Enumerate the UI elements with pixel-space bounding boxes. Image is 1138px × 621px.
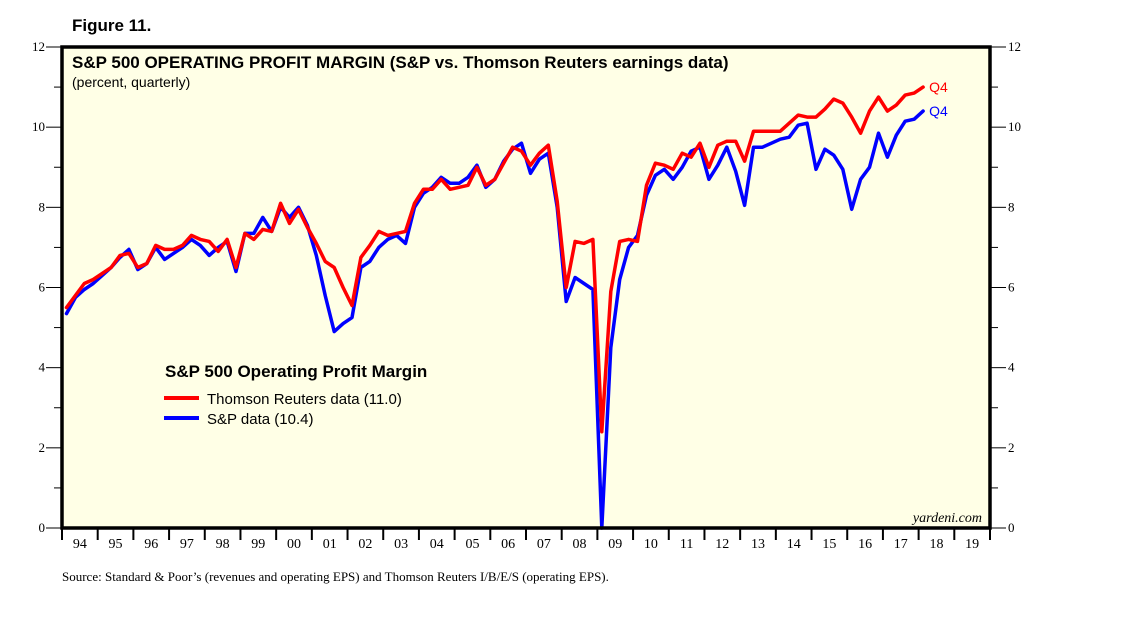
y-tick-label-left: 4 <box>39 360 46 375</box>
x-tick-label: 05 <box>465 537 479 552</box>
x-axis: 94 95 96 97 98 99 00 01 02 03 04 05 06 07 08 09 10 11 12 13… <box>61 528 991 552</box>
y-tick-label-right: 0 <box>1008 520 1015 535</box>
x-tick-label: 16 <box>858 537 872 552</box>
x-tick-label: 99 <box>251 537 265 552</box>
y-axis-left: 0 2 4 6 8 10 12 <box>32 39 62 535</box>
x-tick-label: 06 <box>501 537 515 552</box>
x-tick-label: 04 <box>430 537 444 552</box>
x-tick-label: 11 <box>680 537 693 552</box>
x-tick-label: 96 <box>144 537 158 552</box>
y-tick-label-left: 0 <box>39 520 46 535</box>
y-tick-label-left: 8 <box>39 199 46 214</box>
x-tick-label: 01 <box>323 537 337 552</box>
x-tick-label: 09 <box>608 537 622 552</box>
x-tick-label: 19 <box>965 537 979 552</box>
x-tick-label: 02 <box>358 537 372 552</box>
chart-subtitle: (percent, quarterly) <box>72 74 190 90</box>
y-tick-label-right: 8 <box>1008 199 1015 214</box>
x-tick-label: 95 <box>109 537 123 552</box>
x-tick-label: 08 <box>573 537 587 552</box>
chart-title: S&P 500 OPERATING PROFIT MARGIN (S&P vs.… <box>72 53 729 72</box>
y-tick-label-left: 10 <box>32 119 45 134</box>
x-tick-label: 97 <box>180 537 194 552</box>
x-tick-label: 98 <box>216 537 230 552</box>
source-note: Source: Standard & Poor’s (revenues and … <box>62 569 609 584</box>
end-label-thomson-reuters: Q4 <box>929 79 948 95</box>
x-tick-label: 00 <box>287 537 301 552</box>
x-tick-label: 14 <box>787 537 801 552</box>
x-tick-label: 03 <box>394 537 408 552</box>
y-tick-label-left: 2 <box>39 440 46 455</box>
series-line-thomson-reuters <box>64 85 925 434</box>
x-tick-label: 07 <box>537 537 551 552</box>
x-tick-label: 13 <box>751 537 765 552</box>
y-tick-label-right: 6 <box>1008 280 1015 295</box>
x-tick-label: 10 <box>644 537 658 552</box>
y-tick-label-left: 6 <box>39 280 46 295</box>
series-layer <box>64 85 925 530</box>
legend-title: S&P 500 Operating Profit Margin <box>165 362 427 381</box>
legend-label-sp: S&P data (10.4) <box>207 411 313 428</box>
legend-label-thomson-reuters: Thomson Reuters data (11.0) <box>207 391 402 408</box>
legend: S&P 500 Operating Profit Margin Thomson … <box>164 362 427 428</box>
y-tick-label-right: 2 <box>1008 440 1015 455</box>
y-tick-label-right: 4 <box>1008 360 1015 375</box>
x-tick-label: 12 <box>715 537 729 552</box>
x-tick-label: 17 <box>894 537 908 552</box>
x-tick-label: 18 <box>929 537 943 552</box>
x-tick-label: 94 <box>73 537 87 552</box>
y-axis-right: 0 2 4 6 8 10 12 <box>990 39 1021 535</box>
y-tick-label-left: 12 <box>32 39 45 54</box>
end-label-sp: Q4 <box>929 103 948 119</box>
x-tick-label: 15 <box>822 537 836 552</box>
figure-label: Figure 11. <box>72 16 152 35</box>
y-tick-label-right: 10 <box>1008 119 1021 134</box>
chart-credit: yardeni.com <box>911 511 982 526</box>
y-tick-label-right: 12 <box>1008 39 1021 54</box>
plot-background <box>62 47 990 528</box>
